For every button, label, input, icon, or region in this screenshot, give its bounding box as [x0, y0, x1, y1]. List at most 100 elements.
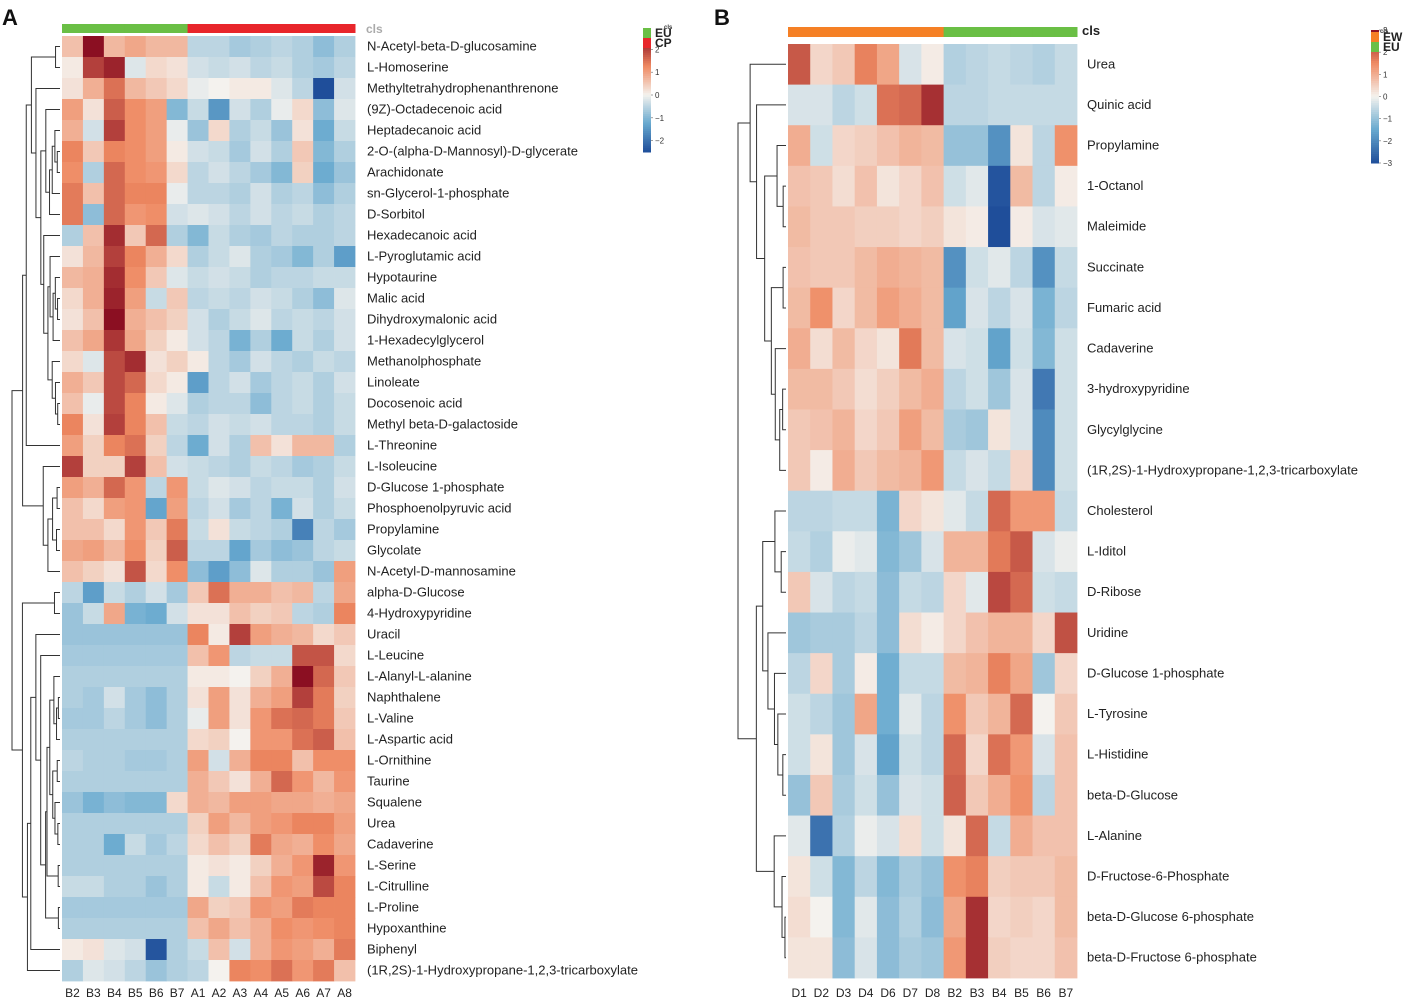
panel-a-cell-b5-biphenyl — [124, 939, 147, 961]
panel-a-cell-b5-alpha-d-glucose — [124, 582, 147, 604]
panel-a-colorbar-ticks: 2 1 0 −1 −2 — [651, 45, 665, 146]
panel-a-cell-a3-taurine — [229, 771, 251, 793]
panel-b-cell-b3-d-ribose — [965, 571, 989, 613]
panel-b-cell-b3-d-glucose-1-phosphate — [965, 653, 989, 695]
panel-a-cell-b3-methyltetrahydrophenanthrenone — [82, 78, 105, 100]
panel-a-cell-a4-hypotaurine — [250, 267, 272, 289]
panel-a-cell-a4-l-homoserine — [250, 57, 272, 79]
panel-a-cell-b4-hypotaurine — [103, 267, 126, 289]
panel-a-cell-b3-taurine — [82, 771, 105, 793]
panel-a-cell-a6-propylamine — [292, 519, 314, 541]
panel-b-colorbar-step — [1371, 65, 1379, 69]
panel-a-label: A — [2, 5, 18, 30]
panel-a-cell-b2-d-sorbitol — [62, 204, 84, 226]
panel-a-cell-b6-methyl-beta-d-galactoside — [145, 414, 168, 436]
panel-a-cell-b5-propylamine — [124, 519, 147, 541]
panel-b-cell-d4-quinic-acid — [854, 84, 878, 126]
panel-a-cell-a3-l-homoserine — [229, 57, 251, 79]
panel-b-cls-label: cls — [1082, 23, 1100, 38]
panel-b-cell-d4-beta-d-glucose — [854, 774, 878, 816]
panel-a-cell-a8-n-acetyl-beta-d-glucosamine — [334, 36, 356, 58]
panel-b-legend-swatch-eu — [1371, 42, 1379, 52]
panel-a-dendrogram-branch — [35, 88, 60, 219]
panel-b-cell-d4-cholesterol — [854, 490, 878, 532]
panel-a-colorbar-step — [643, 142, 651, 145]
panel-b-cell-d6-glycylglycine — [876, 409, 900, 451]
panel-a-cell-a8-propylamine — [334, 519, 356, 541]
panel-b-cell-d2-l-alanine — [810, 815, 833, 857]
panel-a-cell-b6-l-aspartic-acid — [145, 729, 168, 751]
panel-a-cell-b7-methyltetrahydrophenanthrenone — [166, 78, 188, 100]
panel-a-cell-a7-malic-acid — [313, 288, 335, 310]
panel-a-cell-a5-l-alanyl-l-alanine — [271, 666, 293, 688]
panel-b-cell-d4-1r-2s-1-hydroxypropane-1-2-3-tricarboxylate — [854, 450, 878, 492]
panel-a-cell-b2-linoleate — [62, 372, 84, 394]
panel-a-colorbar-step — [643, 79, 651, 83]
panel-a-cell-a1-l-alanyl-l-alanine — [187, 666, 209, 688]
panel-a-cell-a6-n-acetyl-d-mannosamine — [292, 561, 314, 583]
panel-b-cell-d6-l-histidine — [876, 734, 900, 776]
panel-b-colorbar — [1371, 30, 1379, 164]
panel-a-dendrogram-branch — [52, 497, 58, 541]
panel-a-cell-b5-l-citrulline — [124, 876, 147, 898]
panel-a-cell-b3-methyl-beta-d-galactoside — [82, 414, 105, 436]
panel-a-cell-b3-naphthalene — [82, 687, 105, 709]
panel-a-cell-b2-d-glucose-1-phosphate — [62, 477, 84, 499]
panel-b-cell-d8-quinic-acid — [921, 84, 945, 126]
panel-a-cell-a6-sn-glycerol-1-phosphate — [292, 183, 314, 205]
panel-a-cell-a2-4-hydroxypyridine — [208, 603, 230, 625]
panel-b-cell-b2-l-iditol — [943, 531, 967, 573]
panel-a-row-label: L-Aspartic acid — [367, 732, 453, 747]
panel-b-cell-b5-l-alanine — [1010, 815, 1033, 857]
panel-a-cell-a6-l-ornithine — [292, 750, 314, 772]
panel-a-cell-a1-hypoxanthine — [187, 918, 209, 940]
panel-b-cell-b7-propylamine — [1054, 125, 1078, 167]
panel-b-cell-b3-propylamine — [965, 125, 989, 167]
panel-b-cell-b4-uridine — [988, 612, 1011, 654]
panel-b-cell-b4-l-tyrosine — [988, 693, 1011, 735]
panel-a-cell-a7-9z-octadecenoic-acid — [313, 99, 335, 121]
panel-a-cell-b2-l-serine — [62, 855, 84, 877]
panel-a-cell-a7-1-hexadecylglycerol — [313, 330, 335, 352]
panel-a-cell-a6-heptadecanoic-acid — [292, 120, 314, 142]
panel-a-cell-b3-glycolate — [82, 540, 105, 562]
panel-a-cell-a8-methanolphosphate — [334, 351, 356, 373]
panel-b-cell-d2-succinate — [810, 247, 833, 289]
panel-b-cell-d4-cadaverine — [854, 328, 878, 370]
panel-a-row-label: L-Pyroglutamic acid — [367, 249, 481, 264]
panel-a-dendrogram-branch — [45, 811, 59, 919]
panel-a-cell-b6-l-isoleucine — [145, 456, 168, 478]
panel-a-row-label: N-Acetyl-beta-D-glucosamine — [367, 39, 537, 54]
panel-b-cell-d3-quinic-acid — [832, 84, 856, 126]
panel-a-cell-b7-l-valine — [166, 708, 188, 730]
panel-a-cell-a7-l-proline — [313, 897, 335, 919]
panel-a-cell-b3-l-citrulline — [82, 876, 105, 898]
panel-b-dendrogram-branch — [774, 510, 786, 573]
panel-b-colorbar-step — [1371, 94, 1379, 97]
panel-a-cell-b2-naphthalene — [62, 687, 84, 709]
panel-a-row-label: Malic acid — [367, 291, 425, 306]
panel-b-cell-d3-beta-d-glucose — [832, 774, 856, 816]
panel-a-dendrogram-branch — [30, 56, 56, 154]
panel-a-cell-b3-d-sorbitol — [82, 204, 105, 226]
panel-b-cell-b7-l-alanine — [1054, 815, 1078, 857]
panel-a-cell-b4-hexadecanoic-acid — [103, 225, 126, 247]
panel-b-annotation-b4 — [988, 27, 1011, 37]
panel-b-row-label: Fumaric acid — [1087, 300, 1161, 315]
panel-b-cell-d3-l-histidine — [832, 734, 856, 776]
panel-b-cell-d8-glycylglycine — [921, 409, 945, 451]
panel-a-colorbar-step — [643, 55, 651, 58]
panel-a-cell-a8-l-isoleucine — [334, 456, 356, 478]
panel-a-cell-b6-arachidonate — [145, 162, 168, 184]
panel-a-cell-b7-l-alanyl-l-alanine — [166, 666, 188, 688]
panel-b-cell-b5-cholesterol — [1010, 490, 1033, 532]
panel-b-cell-d4-succinate — [854, 247, 878, 289]
panel-a-cell-b3-l-pyroglutamic-acid — [82, 246, 105, 268]
panel-a-cell-a4-1-hexadecylglycerol — [250, 330, 272, 352]
panel-a-cell-b2-dihydroxymalonic-acid — [62, 309, 84, 331]
panel-a-cell-a2-l-leucine — [208, 645, 230, 667]
panel-a-dendrogram-branch — [57, 823, 60, 845]
panel-a-cell-b7-l-citrulline — [166, 876, 188, 898]
panel-a-cell-b2-methyltetrahydrophenanthrenone — [62, 78, 84, 100]
panel-a-cell-b4-glycolate — [103, 540, 126, 562]
